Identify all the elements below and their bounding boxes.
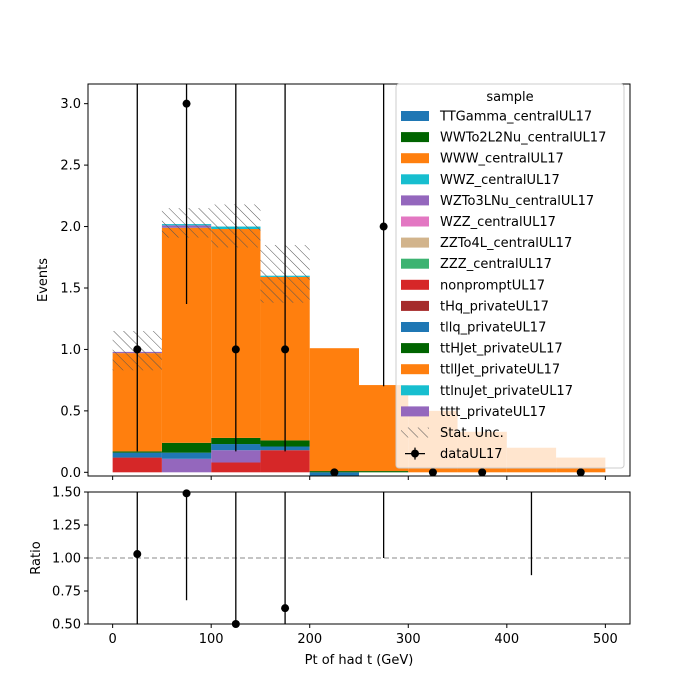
legend-swatch-0 <box>401 111 429 121</box>
legend-label-0: TTGamma_centralUL17 <box>439 110 592 125</box>
legend-label-9: tHq_privateUL17 <box>440 299 549 314</box>
legend-label-6: ZZTo4L_centralUL17 <box>440 236 572 251</box>
legend-box <box>395 83 625 469</box>
legend-swatch-12 <box>401 364 429 375</box>
legend-label-14: tttt_privateUL17 <box>440 405 546 420</box>
legend-swatch-13 <box>401 385 429 396</box>
x-tick-label-1: 100 <box>199 632 224 647</box>
ratio-point-3 <box>281 604 290 613</box>
bar-ttllJet_privateUL17-bin-4 <box>309 348 359 472</box>
ratio-y-tick-label-2: 1.00 <box>52 552 81 567</box>
legend-swatch-14 <box>401 406 429 417</box>
ratio-y-tick-label-0: 0.50 <box>52 618 81 633</box>
x-axis-label: Pt of had t (GeV) <box>305 653 414 668</box>
legend-swatch-7 <box>401 258 429 269</box>
legend-swatch-4 <box>401 195 429 206</box>
legend-swatch-10 <box>401 322 429 332</box>
data-point-2 <box>231 345 240 354</box>
legend-swatch-8 <box>401 279 429 290</box>
data-point-6 <box>428 468 437 476</box>
y-tick-label-6: 3.0 <box>60 97 81 112</box>
ratio-plot-area <box>88 492 630 624</box>
ratio-panel: 0.50 0.75 1.00 1.25 1.50 0 100 200 300 400 500 Rati… <box>29 486 631 668</box>
bar-nonpromptUL17-bin-0 <box>112 457 162 473</box>
legend-label-16: dataUL17 <box>440 447 503 462</box>
data-point-3 <box>281 345 290 354</box>
legend-label-2: WWW_centralUL17 <box>440 152 564 167</box>
bar-tllq_privateUL17-bin-1 <box>161 452 212 459</box>
y-tick-label-5: 2.5 <box>60 159 81 174</box>
legend-swatch-3 <box>401 174 429 185</box>
ratio-y-tick-label-3: 1.25 <box>52 519 81 534</box>
legend-label-15: Stat. Unc. <box>440 426 504 441</box>
legend: sample TTGamma_centralUL17 WWTo2L2Nu_centr… <box>395 83 625 469</box>
y-tick-label-3: 1.5 <box>60 281 81 296</box>
legend-label-7: ZZZ_centralUL17 <box>440 257 552 272</box>
data-point-5 <box>379 222 388 231</box>
bar-tttt_privateUL17-bin-2 <box>211 450 261 463</box>
ratio-y-axis-label: Ratio <box>29 541 44 574</box>
legend-title: sample <box>486 90 533 105</box>
legend-label-12: ttllJet_privateUL17 <box>440 363 560 378</box>
ratio-y-tick-label-4: 1.50 <box>52 486 81 501</box>
legend-label-1: WWTo2L2Nu_centralUL17 <box>440 131 606 146</box>
data-point-8 <box>576 468 585 476</box>
legend-label-13: ttlnuJet_privateUL17 <box>440 384 573 399</box>
main-y-axis-label: Events <box>36 258 51 302</box>
bar-nonpromptUL17-bin-2 <box>211 462 261 473</box>
data-point-1 <box>182 99 191 108</box>
ratio-y-tick-label-1: 0.75 <box>52 585 81 600</box>
y-tick-label-4: 2.0 <box>60 220 81 235</box>
legend-swatch-15 <box>401 427 429 438</box>
main-panel: 0.0 0.5 1.0 1.5 2.0 2.5 3.0 Events <box>36 83 631 481</box>
y-tick-label-0: 0.0 <box>60 466 81 481</box>
main-plot-area <box>112 84 606 476</box>
legend-swatch-1 <box>401 132 429 143</box>
bar-ttHJet_privateUL17-bin-0 <box>112 451 162 453</box>
bar-nonpromptUL17-bin-3 <box>260 450 310 473</box>
legend-label-8: nonpromptUL17 <box>440 278 545 293</box>
legend-label-10: tllq_privateUL17 <box>440 321 546 336</box>
ratio-point-1 <box>182 489 191 498</box>
legend-swatch-6 <box>401 237 429 248</box>
legend-label-5: WZZ_centralUL17 <box>440 215 556 230</box>
legend-marker-16 <box>411 449 419 458</box>
legend-swatch-5 <box>401 216 429 227</box>
legend-swatch-9 <box>401 300 429 311</box>
legend-swatch-2 <box>401 153 429 164</box>
x-tick-label-4: 400 <box>494 632 519 647</box>
legend-label-3: WWZ_centralUL17 <box>440 173 560 188</box>
data-point-0 <box>133 345 142 354</box>
x-tick-label-5: 500 <box>593 632 618 647</box>
data-point-4 <box>330 468 339 476</box>
bar-ttHJet_privateUL17-bin-1 <box>161 442 212 453</box>
data-point-7 <box>478 468 487 476</box>
y-tick-label-1: 0.5 <box>60 404 81 419</box>
legend-label-11: ttHJet_privateUL17 <box>440 342 563 357</box>
x-tick-label-3: 300 <box>396 632 421 647</box>
bar-tttt_privateUL17-bin-1 <box>161 458 212 473</box>
ratio-point-0 <box>133 550 142 559</box>
bar-ttHJet_privateUL17-bin-5 <box>359 471 409 473</box>
y-tick-label-2: 1.0 <box>60 343 81 358</box>
legend-label-4: WZTo3LNu_centralUL17 <box>440 194 594 209</box>
x-tick-label-2: 200 <box>297 632 322 647</box>
x-tick-label-0: 0 <box>108 632 116 647</box>
legend-swatch-11 <box>401 343 429 354</box>
main-frame <box>87 83 631 477</box>
bar-tllq_privateUL17-bin-0 <box>112 452 162 458</box>
